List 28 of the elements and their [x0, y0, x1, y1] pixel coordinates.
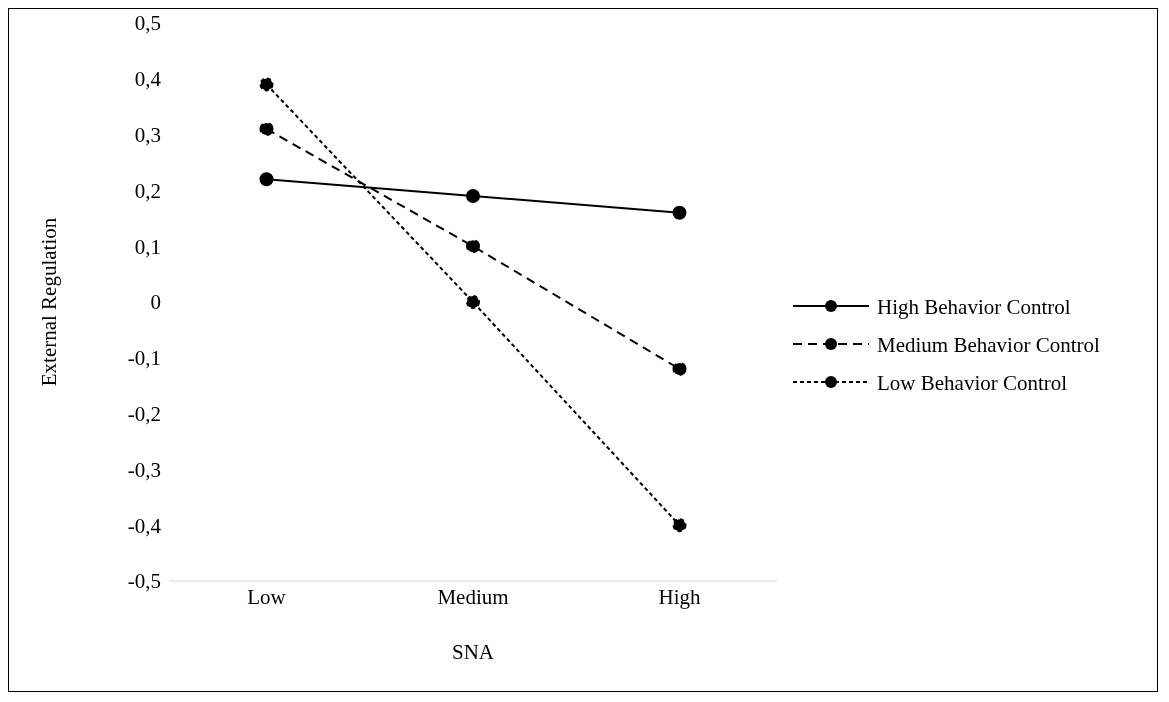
x-tick-label: Low	[247, 584, 287, 609]
legend-label: High Behavior Control	[877, 294, 1072, 321]
y-tick-label: -0,1	[127, 346, 161, 371]
y-axis-title: External Regulation	[37, 217, 62, 387]
y-tick-label: -0,5	[127, 569, 161, 594]
point	[672, 518, 687, 533]
y-tick-label: 0	[150, 290, 161, 315]
y-tick-label: 0,5	[134, 11, 161, 36]
y-tick-label: 0,3	[134, 123, 161, 148]
y-tick-label: -0,4	[127, 513, 162, 538]
y-tick-label: -0,2	[127, 402, 161, 427]
x-axis-title: SNA	[451, 640, 495, 664]
point	[466, 239, 480, 254]
y-tick-label: -0,3	[127, 457, 161, 482]
point	[672, 205, 687, 220]
point	[259, 77, 274, 92]
point	[672, 361, 687, 376]
y-tick-label: 0,1	[134, 234, 161, 259]
point	[259, 172, 274, 187]
legend-label: Low Behavior Control	[877, 370, 1069, 397]
point	[466, 295, 480, 309]
point	[259, 122, 274, 137]
legend-label: Medium Behavior Control	[877, 332, 1101, 359]
y-tick-label: 0,2	[134, 178, 161, 203]
x-tick-label: Medium	[437, 584, 509, 609]
y-tick-label: 0,4	[134, 67, 162, 92]
point	[466, 188, 480, 203]
x-tick-label: High	[658, 584, 701, 609]
